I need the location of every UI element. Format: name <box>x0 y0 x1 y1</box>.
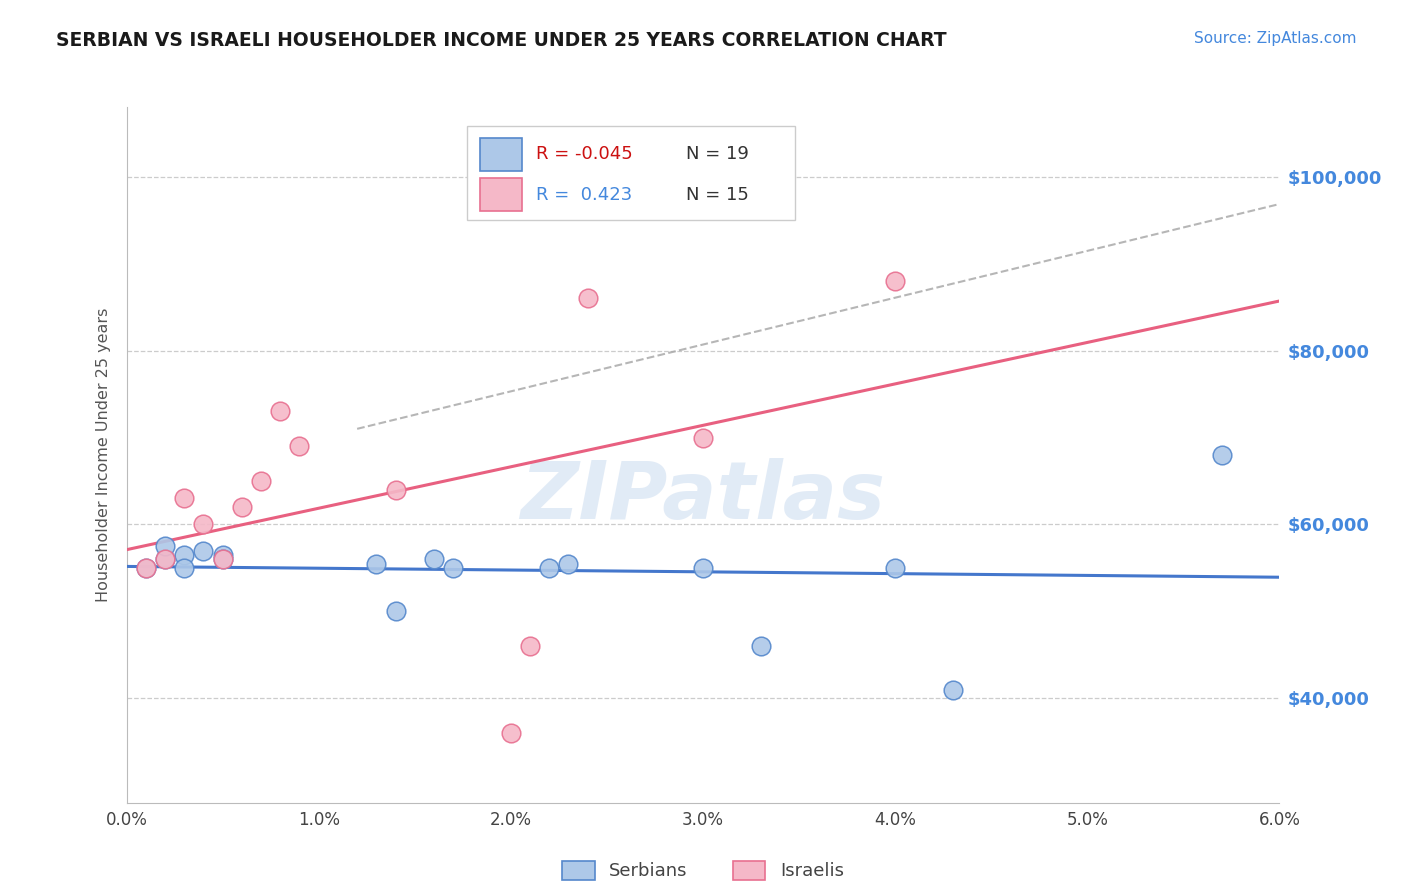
Point <box>1211 448 1233 462</box>
Point <box>211 552 233 566</box>
Text: N = 15: N = 15 <box>686 186 748 203</box>
Point <box>135 561 157 575</box>
Point <box>384 605 406 619</box>
Point <box>193 517 215 532</box>
Point <box>153 552 176 566</box>
Point <box>884 561 907 575</box>
Text: R =  0.423: R = 0.423 <box>536 186 633 203</box>
Point <box>519 639 541 653</box>
Point <box>692 561 714 575</box>
Legend: Serbians, Israelis: Serbians, Israelis <box>555 854 851 888</box>
Point <box>135 561 157 575</box>
Point <box>288 439 311 453</box>
Bar <box>481 137 522 171</box>
Text: N = 19: N = 19 <box>686 145 748 163</box>
Point <box>366 557 388 571</box>
Point <box>211 548 233 562</box>
Point <box>193 543 215 558</box>
Point <box>173 548 195 562</box>
Point <box>538 561 561 575</box>
Point <box>749 639 772 653</box>
Point <box>423 552 446 566</box>
Point <box>942 682 965 697</box>
Point <box>884 274 907 288</box>
FancyBboxPatch shape <box>467 126 796 219</box>
Point <box>384 483 406 497</box>
Point <box>153 539 176 553</box>
Point <box>269 404 291 418</box>
Point <box>231 500 253 515</box>
Y-axis label: Householder Income Under 25 years: Householder Income Under 25 years <box>96 308 111 602</box>
Point <box>499 726 522 740</box>
Text: SERBIAN VS ISRAELI HOUSEHOLDER INCOME UNDER 25 YEARS CORRELATION CHART: SERBIAN VS ISRAELI HOUSEHOLDER INCOME UN… <box>56 31 946 50</box>
Point <box>153 552 176 566</box>
Point <box>576 291 599 305</box>
Point <box>692 431 714 445</box>
Point <box>173 561 195 575</box>
Text: R = -0.045: R = -0.045 <box>536 145 633 163</box>
Point <box>557 557 579 571</box>
Text: Source: ZipAtlas.com: Source: ZipAtlas.com <box>1194 31 1357 46</box>
Point <box>250 474 273 488</box>
Point <box>441 561 464 575</box>
Bar <box>481 178 522 211</box>
Point <box>211 552 233 566</box>
Text: ZIPatlas: ZIPatlas <box>520 458 886 536</box>
Point <box>173 491 195 506</box>
